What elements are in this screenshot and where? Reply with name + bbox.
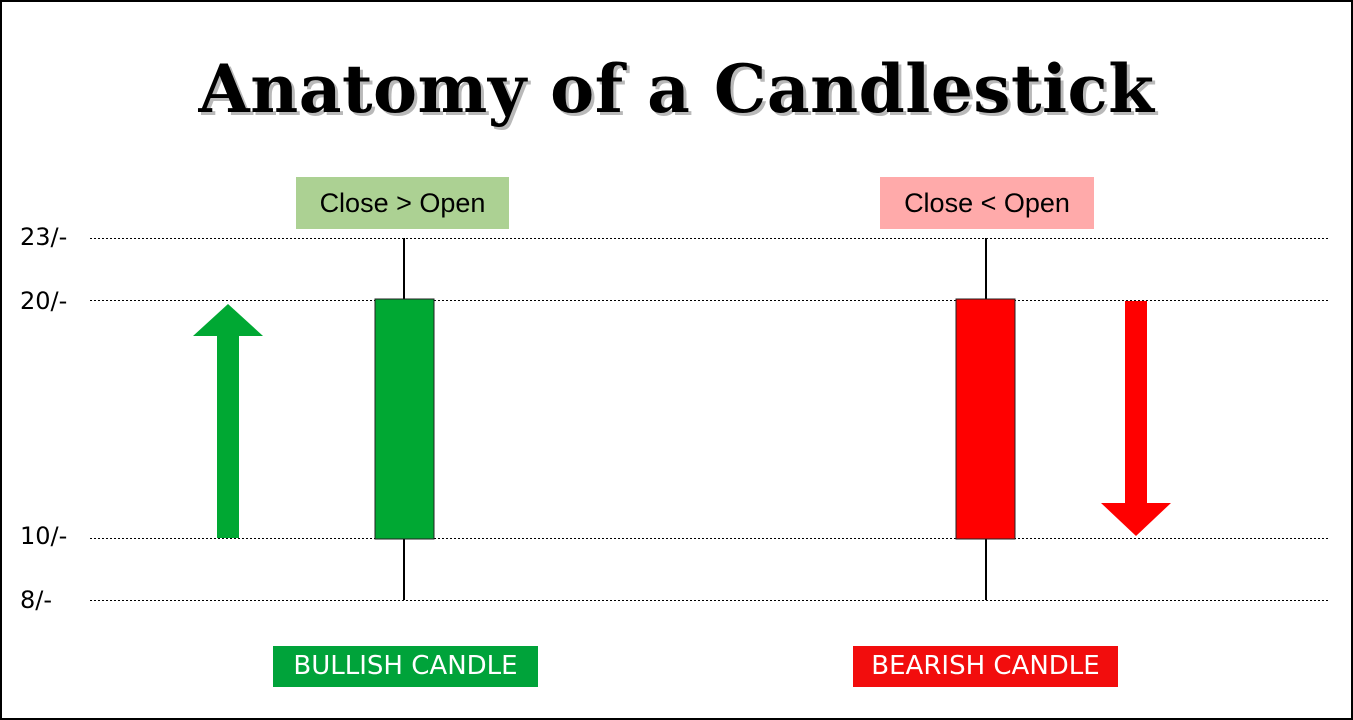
diagram-title: Anatomy of a Candlestick (0, 50, 1353, 128)
bullish-body (374, 298, 435, 540)
bearish-candle-badge: BEARISH CANDLE (853, 646, 1118, 687)
bearish-condition-label: Close < Open (880, 177, 1094, 229)
y-tick-20: 20/- (20, 287, 68, 315)
y-tick-10: 10/- (20, 522, 68, 550)
bullish-condition-label: Close > Open (296, 177, 509, 229)
title-text-right: Candlestick (713, 50, 1155, 128)
up-arrow-head (193, 304, 263, 336)
bearish-body (955, 298, 1016, 540)
down-arrow-shaft (1125, 301, 1147, 505)
y-tick-8: 8/- (20, 586, 53, 614)
down-arrow-head (1101, 503, 1171, 536)
y-tick-23: 23/- (20, 223, 68, 251)
up-arrow-shaft (217, 335, 239, 538)
bullish-candle-badge: BULLISH CANDLE (273, 646, 538, 687)
title-text-left: Anatomy of a (198, 50, 714, 128)
